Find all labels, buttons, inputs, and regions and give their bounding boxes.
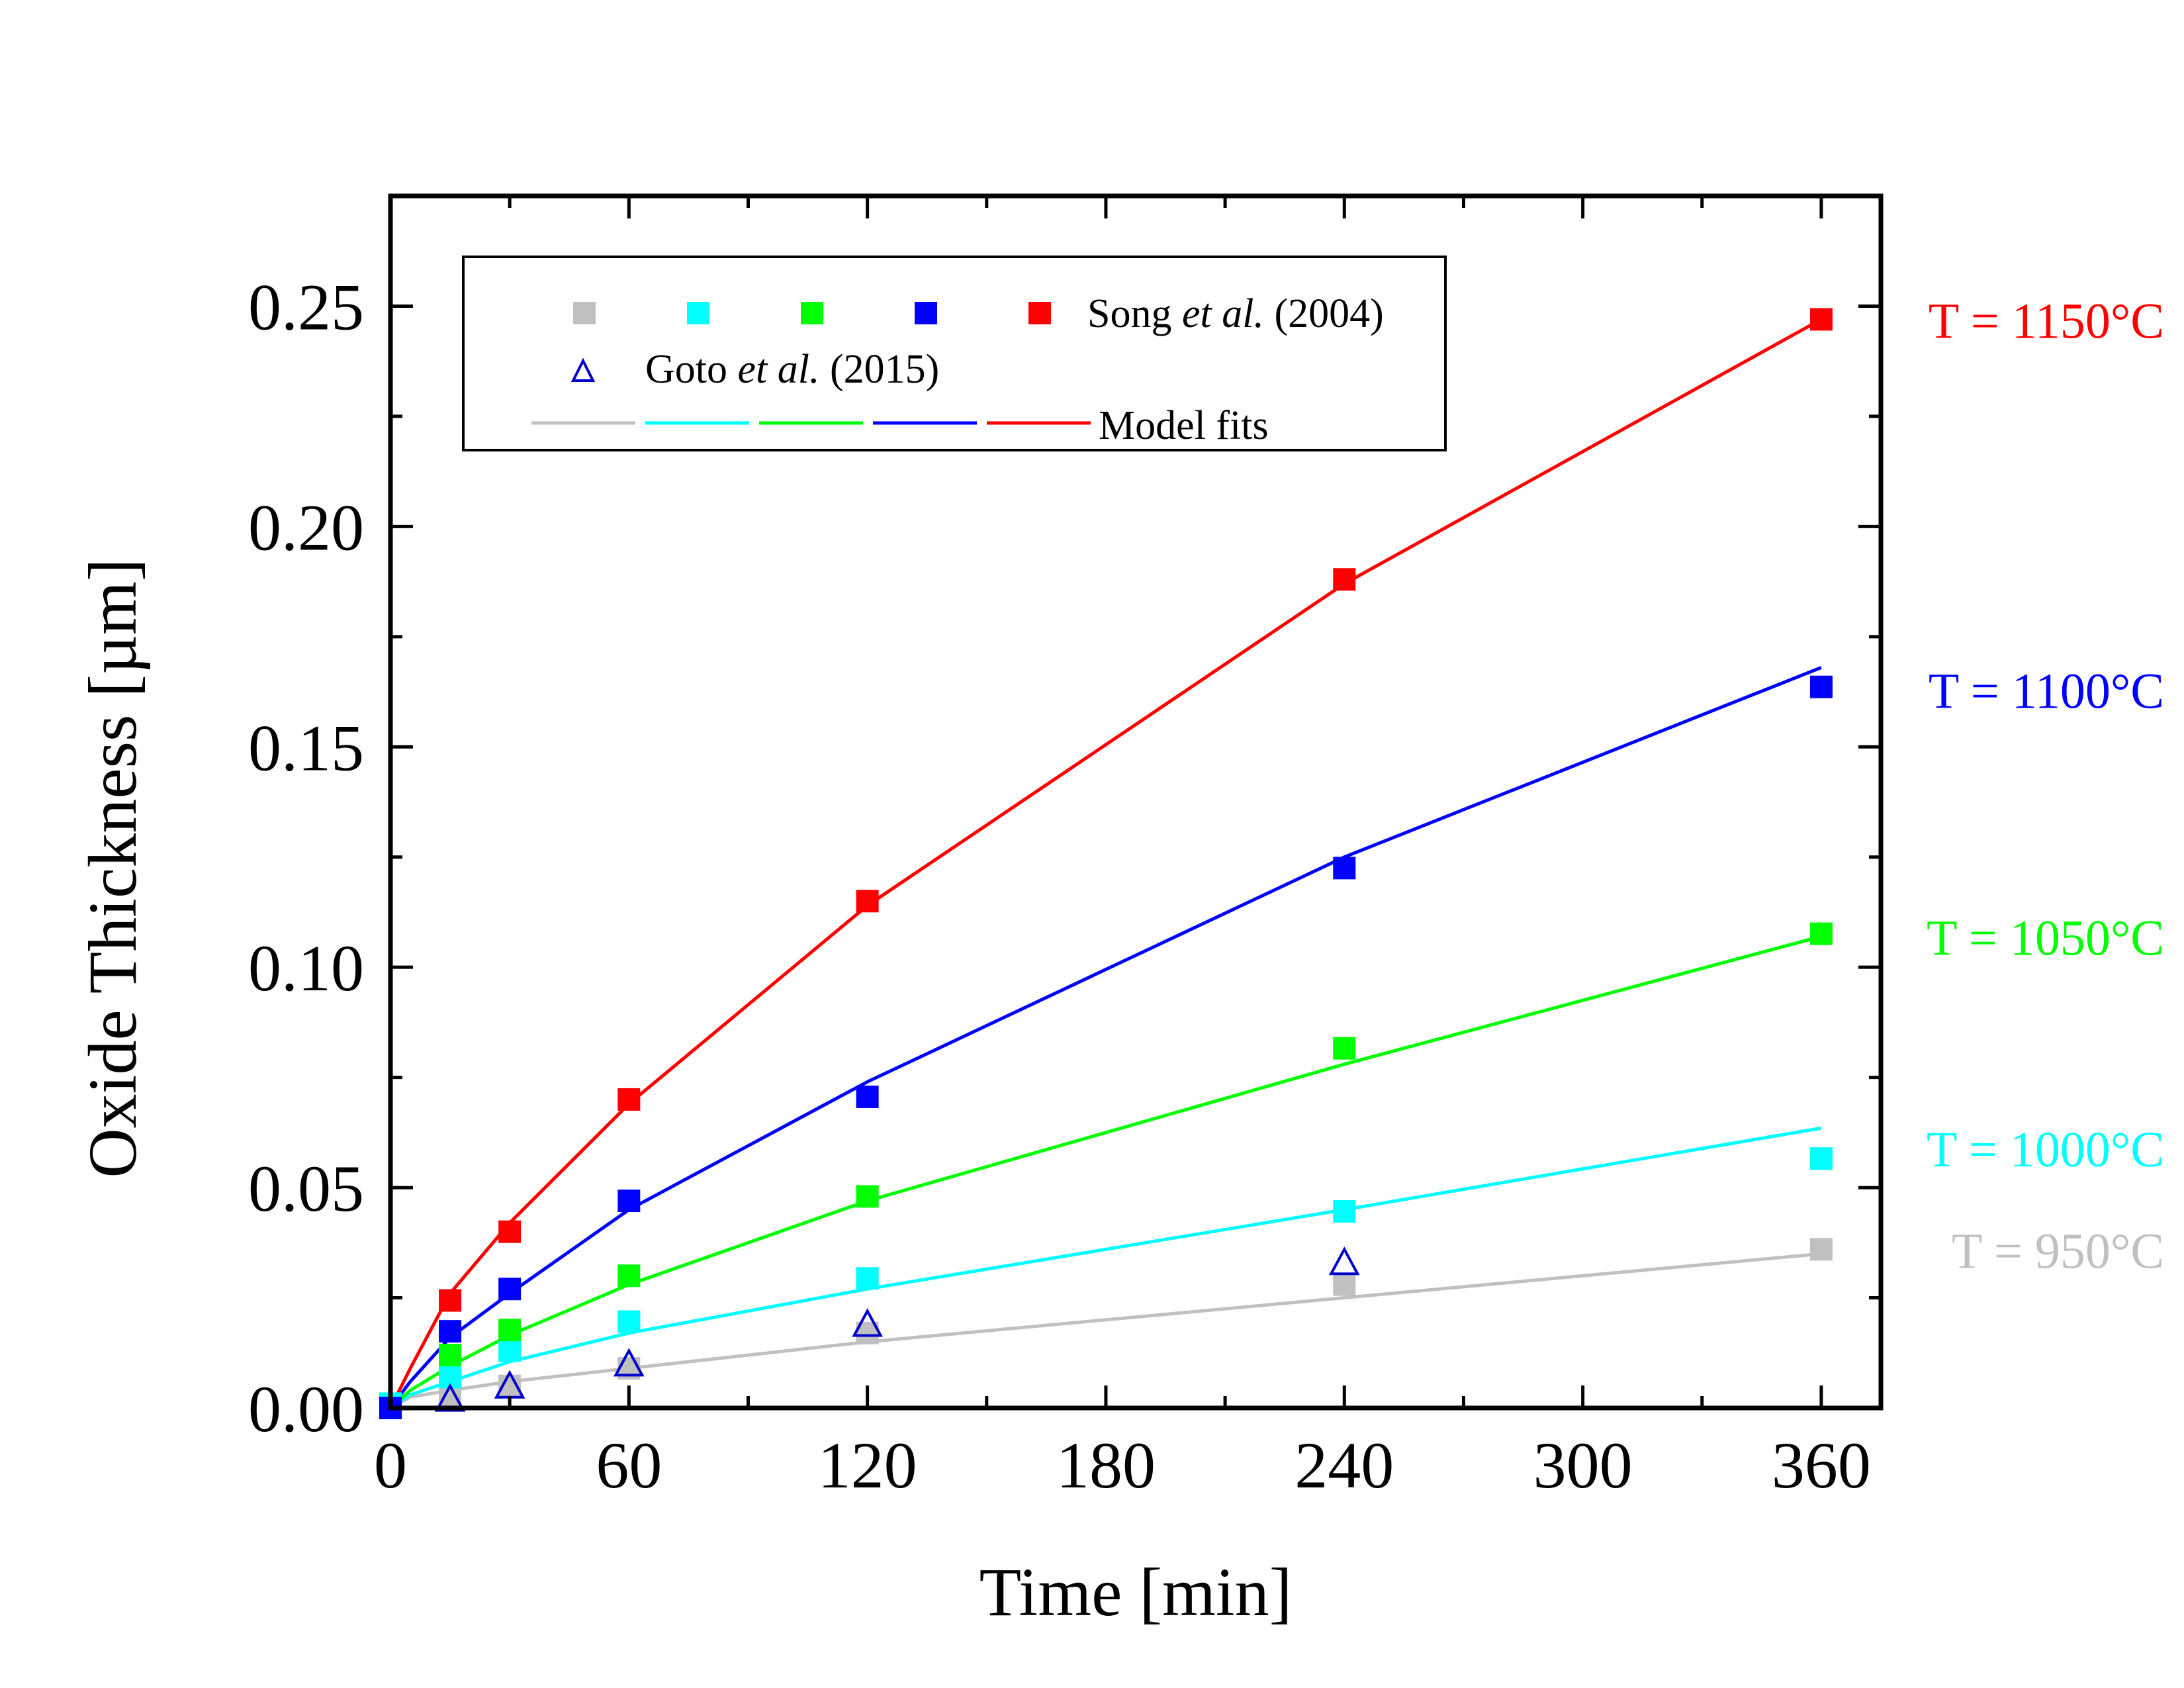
x-tick-label: 240 — [1295, 1429, 1394, 1502]
song-data-point — [1809, 1238, 1833, 1261]
y-tick-label: 0.00 — [248, 1372, 364, 1446]
goto-data-point — [434, 1383, 466, 1412]
model-fit-line — [388, 318, 1823, 1409]
legend-box — [462, 256, 1447, 451]
temperature-label: T = 1000°C — [1927, 1122, 2164, 1178]
song-data-point — [1809, 308, 1833, 331]
model-fit-lines — [388, 318, 1823, 1410]
song-data-point — [498, 1220, 522, 1243]
legend-song-marker — [801, 302, 823, 324]
legend: Song et al. (2004) Goto et al. (2015) Mo… — [462, 256, 1447, 451]
legend-model-label: Model fits — [1099, 403, 1269, 448]
temperature-label: T = 1050°C — [1927, 911, 2164, 966]
temperature-label: T = 950°C — [1952, 1223, 2164, 1279]
temperature-label: T = 1100°C — [1929, 664, 2164, 720]
song-data-point — [498, 1319, 522, 1342]
x-tick-label: 360 — [1772, 1429, 1871, 1502]
x-tick-labels: 0 60 120 180 240 300 360 — [374, 1429, 1871, 1502]
y-tick-label: 0.20 — [248, 491, 364, 564]
song-data-point — [498, 1339, 522, 1362]
x-tick-label: 120 — [818, 1429, 917, 1502]
y-tick-label: 0.05 — [248, 1152, 364, 1225]
x-axis-title: Time [min] — [979, 1554, 1293, 1630]
song-data-point — [1333, 857, 1356, 880]
legend-song-marker — [687, 302, 709, 324]
song-data-point — [617, 1310, 641, 1333]
goto-data-point — [613, 1348, 645, 1377]
x-tick-label: 0 — [374, 1429, 407, 1502]
legend-song-marker — [915, 302, 937, 324]
temperature-labels: T = 1150°C T = 1100°C T = 1050°C T = 1000°C… — [1927, 293, 2164, 1279]
song-data-point — [439, 1344, 462, 1367]
legend-goto-label: Goto et al. (2015) — [645, 347, 939, 392]
legend-song-markers — [573, 302, 1051, 324]
temperature-label: T = 1150°C — [1929, 293, 2164, 349]
song-data-point — [498, 1278, 522, 1301]
legend-song-label: Song et al. (2004) — [1087, 291, 1384, 336]
song-data-point — [856, 1085, 879, 1108]
song-data-point — [439, 1320, 462, 1343]
y-axis-title: Oxide Thickness [µm] — [75, 558, 151, 1178]
song-data-point — [1809, 922, 1833, 945]
song-data-point — [856, 1267, 879, 1290]
y-tick-labels: 0.00 0.05 0.10 0.15 0.20 0.25 — [248, 270, 364, 1446]
plot-frame — [388, 193, 1884, 1411]
model-fit-line — [389, 1126, 1822, 1410]
song-data-point — [439, 1289, 462, 1312]
axis-ticks — [388, 194, 1881, 1410]
song-data-point — [1809, 675, 1833, 698]
legend-song-marker — [1028, 302, 1051, 324]
goto-data-point — [852, 1308, 883, 1337]
song-data-point — [1333, 1200, 1356, 1223]
song-data-point — [856, 890, 879, 913]
x-tick-label: 60 — [596, 1429, 662, 1502]
model-fit-line — [389, 666, 1822, 1409]
legend-song-marker — [573, 302, 596, 324]
song-data-point — [617, 1190, 641, 1213]
y-tick-label: 0.25 — [248, 270, 364, 344]
song-data-point — [1809, 1147, 1833, 1170]
y-tick-label: 0.15 — [248, 711, 364, 784]
x-tick-label: 180 — [1056, 1429, 1156, 1502]
goto-data-point — [1328, 1246, 1360, 1276]
x-tick-label: 300 — [1533, 1429, 1633, 1502]
song-data-point — [617, 1088, 641, 1111]
data-markers — [379, 308, 1833, 1419]
model-fit-line — [389, 935, 1822, 1409]
song-data-point — [1333, 1037, 1356, 1060]
legend-goto-triangle-icon — [570, 357, 596, 382]
song-data-point — [617, 1264, 641, 1288]
song-data-point — [1333, 1273, 1356, 1296]
model-fit-line — [389, 1252, 1822, 1410]
y-tick-label: 0.10 — [248, 931, 364, 1005]
song-data-point — [856, 1185, 879, 1208]
song-data-point — [1333, 568, 1356, 591]
